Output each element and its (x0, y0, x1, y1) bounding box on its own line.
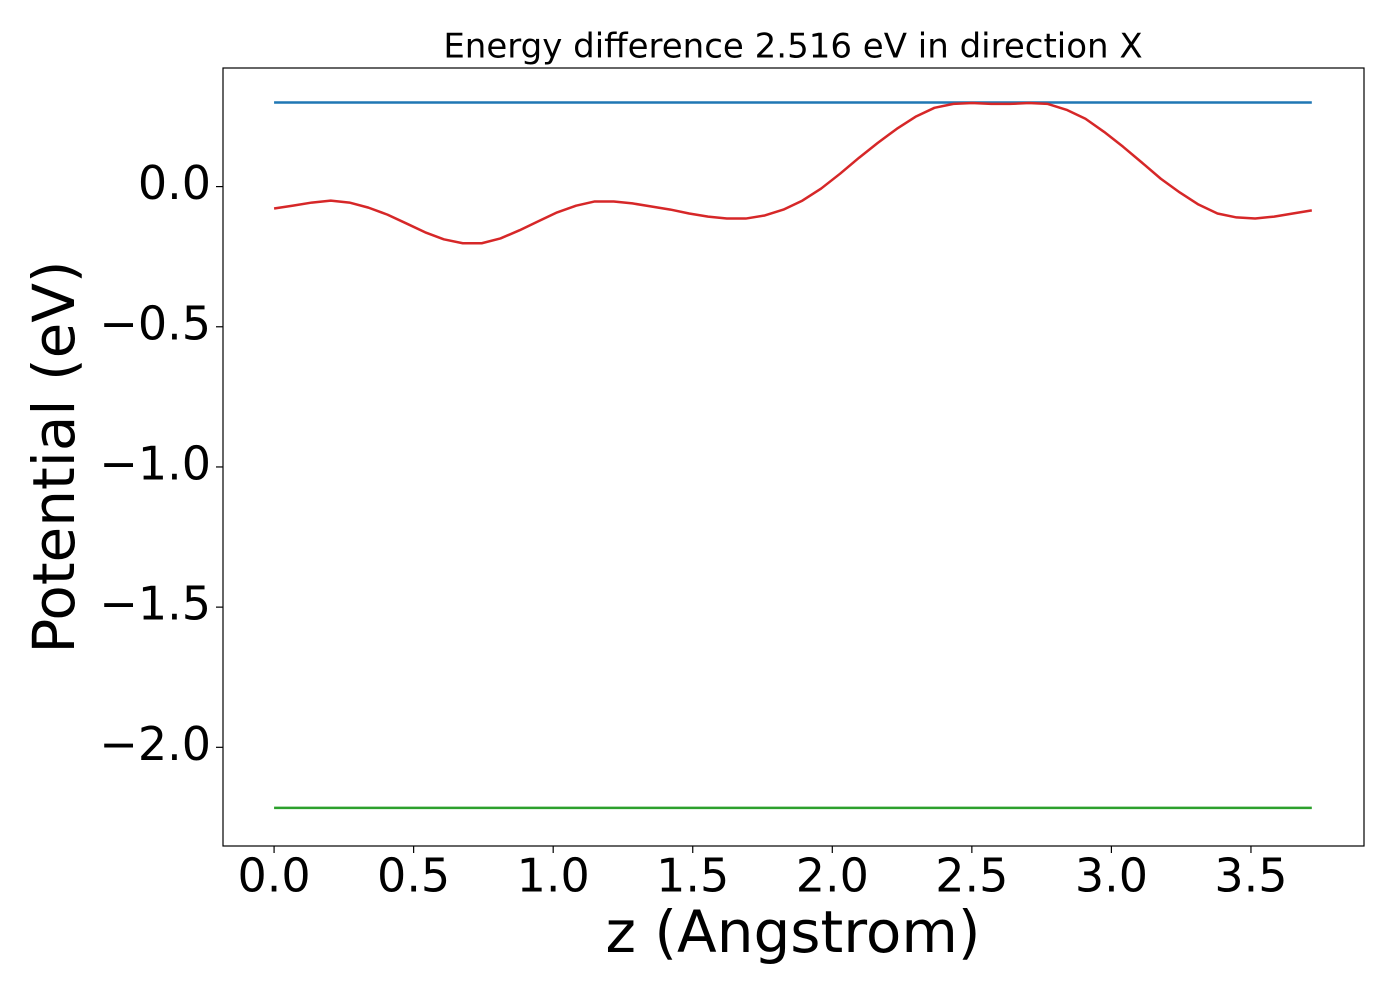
plot-frame (222, 67, 1365, 847)
y-tick-label: −1.5 (99, 577, 211, 631)
x-tick-label: 2.0 (796, 849, 869, 903)
x-tick-label: 0.0 (237, 849, 310, 903)
x-tick-label: 0.5 (377, 849, 450, 903)
x-tick-label: 3.5 (1214, 849, 1287, 903)
y-axis-label: Potential (eV) (20, 260, 88, 653)
y-tick-label: −2.0 (99, 717, 211, 771)
x-tick-label: 2.5 (935, 849, 1008, 903)
chart-title: Energy difference 2.516 eV in direction … (443, 27, 1142, 67)
y-tick-label: −1.0 (99, 436, 211, 490)
x-tick-label: 1.0 (517, 849, 590, 903)
y-tick-label: 0.0 (138, 156, 211, 210)
x-axis-label: z (Angstrom) (606, 898, 981, 966)
x-tick-label: 3.0 (1075, 849, 1148, 903)
x-tick-label: 1.5 (656, 849, 729, 903)
series-line (273, 101, 1313, 245)
y-tick-label: −0.5 (99, 296, 211, 350)
